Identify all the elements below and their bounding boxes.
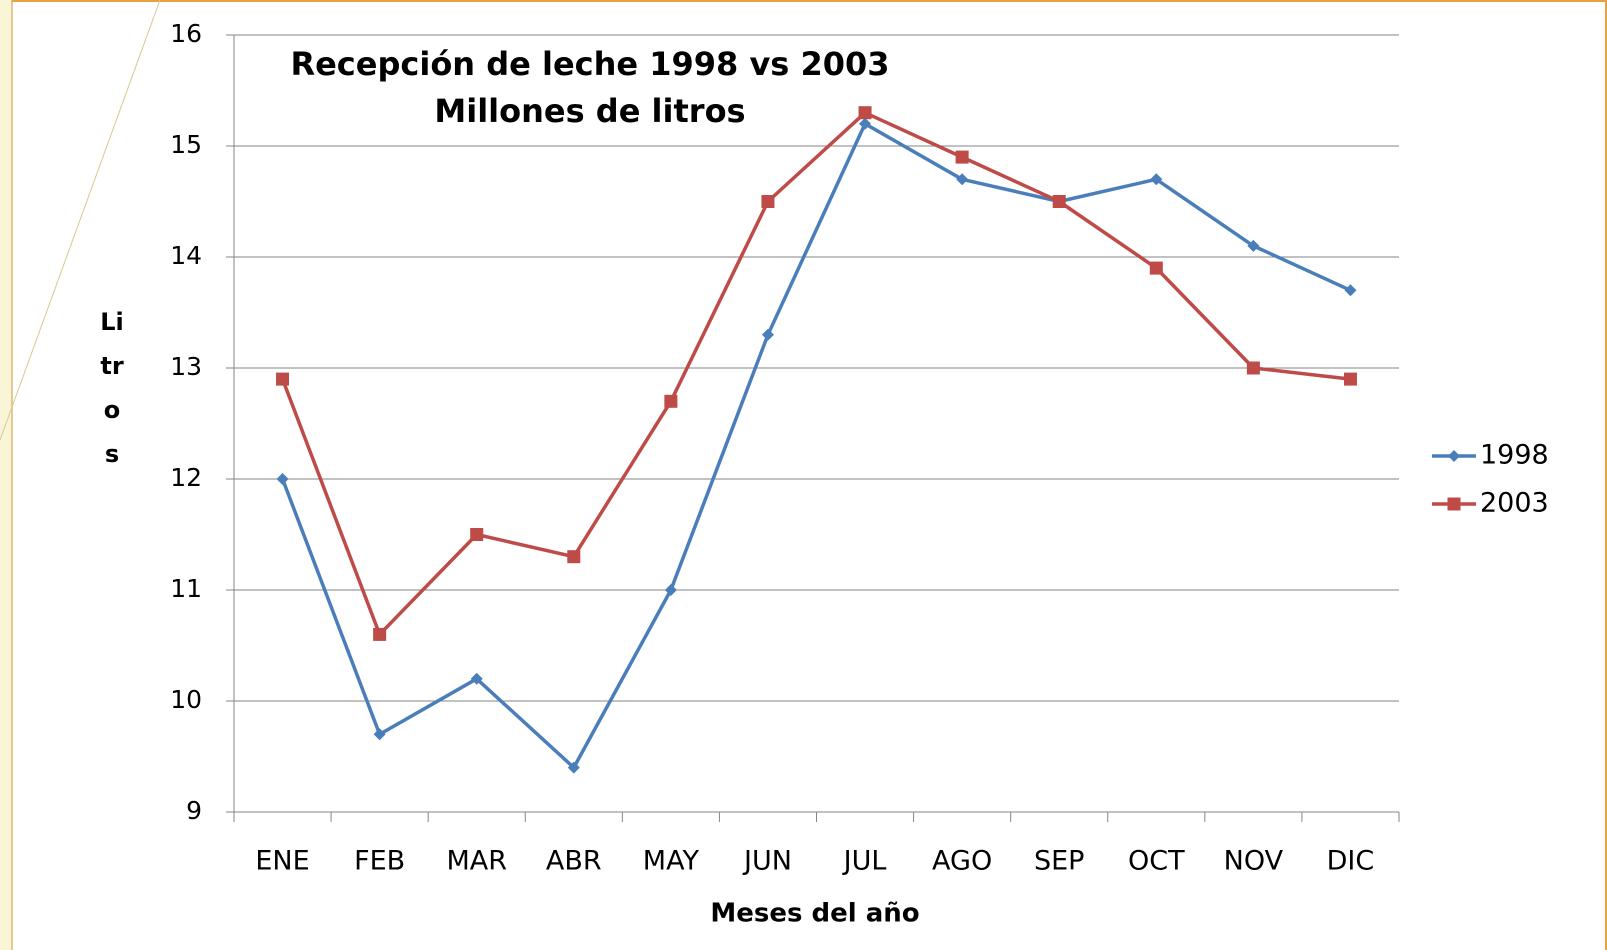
- data-point: [373, 728, 386, 741]
- data-point: [276, 372, 290, 386]
- y-tick-label: 9: [186, 796, 202, 825]
- data-point: [1246, 361, 1260, 375]
- data-point: [761, 195, 775, 208]
- legend-marker: [1448, 450, 1460, 462]
- data-point: [276, 473, 289, 485]
- legend-label: 1998: [1480, 440, 1549, 471]
- y-tick-label: 13: [170, 352, 202, 381]
- chart-subtitle: Millones de litros: [434, 92, 745, 130]
- data-point: [1343, 372, 1357, 386]
- x-tick-label: SEP: [1034, 846, 1084, 877]
- data-point: [1052, 195, 1066, 208]
- data-point: [1149, 261, 1163, 275]
- x-tick-label: FEB: [354, 846, 405, 877]
- legend-marker: [1447, 497, 1461, 511]
- x-axis-label: Meses del año: [710, 899, 919, 929]
- data-point: [470, 528, 484, 541]
- data-point: [470, 672, 483, 685]
- x-tick-label: ENE: [255, 846, 309, 877]
- x-tick-label: OCT: [1128, 846, 1185, 877]
- data-point: [761, 328, 774, 341]
- y-axis-label: Litros: [100, 308, 124, 468]
- legend-label: 2003: [1480, 488, 1549, 519]
- y-tick-label: 12: [170, 463, 202, 492]
- data-point: [1344, 284, 1357, 297]
- x-tick-label: NOV: [1224, 846, 1284, 877]
- x-tick-label: DIC: [1327, 846, 1375, 877]
- data-point: [664, 394, 678, 408]
- x-tick-label: MAR: [446, 846, 507, 877]
- y-tick-label: 14: [170, 241, 202, 270]
- slide-decoration: [0, 0, 161, 441]
- data-point: [567, 761, 580, 774]
- y-tick-label: 16: [170, 19, 202, 48]
- data-point: [567, 550, 581, 564]
- x-tick-label: MAY: [643, 846, 700, 877]
- data-point: [859, 117, 872, 130]
- data-point: [956, 173, 969, 186]
- data-point: [955, 150, 969, 164]
- y-tick-label: 11: [170, 574, 202, 603]
- y-tick-label: 15: [170, 130, 202, 159]
- chart-title: Recepción de leche 1998 vs 2003: [290, 45, 889, 83]
- data-point: [1150, 173, 1163, 186]
- x-tick-label: JUL: [842, 846, 887, 877]
- y-tick-label: 10: [170, 685, 202, 714]
- data-point: [664, 584, 677, 596]
- data-point: [373, 627, 387, 641]
- data-point: [858, 106, 872, 120]
- x-tick-label: JUN: [742, 846, 792, 877]
- x-tick-label: ABR: [546, 846, 602, 877]
- series-line: [280, 110, 1351, 637]
- series-line: [280, 122, 1352, 770]
- x-tick-label: AGO: [932, 846, 992, 877]
- slide-edge: [0, 0, 12, 950]
- data-point: [1247, 239, 1260, 252]
